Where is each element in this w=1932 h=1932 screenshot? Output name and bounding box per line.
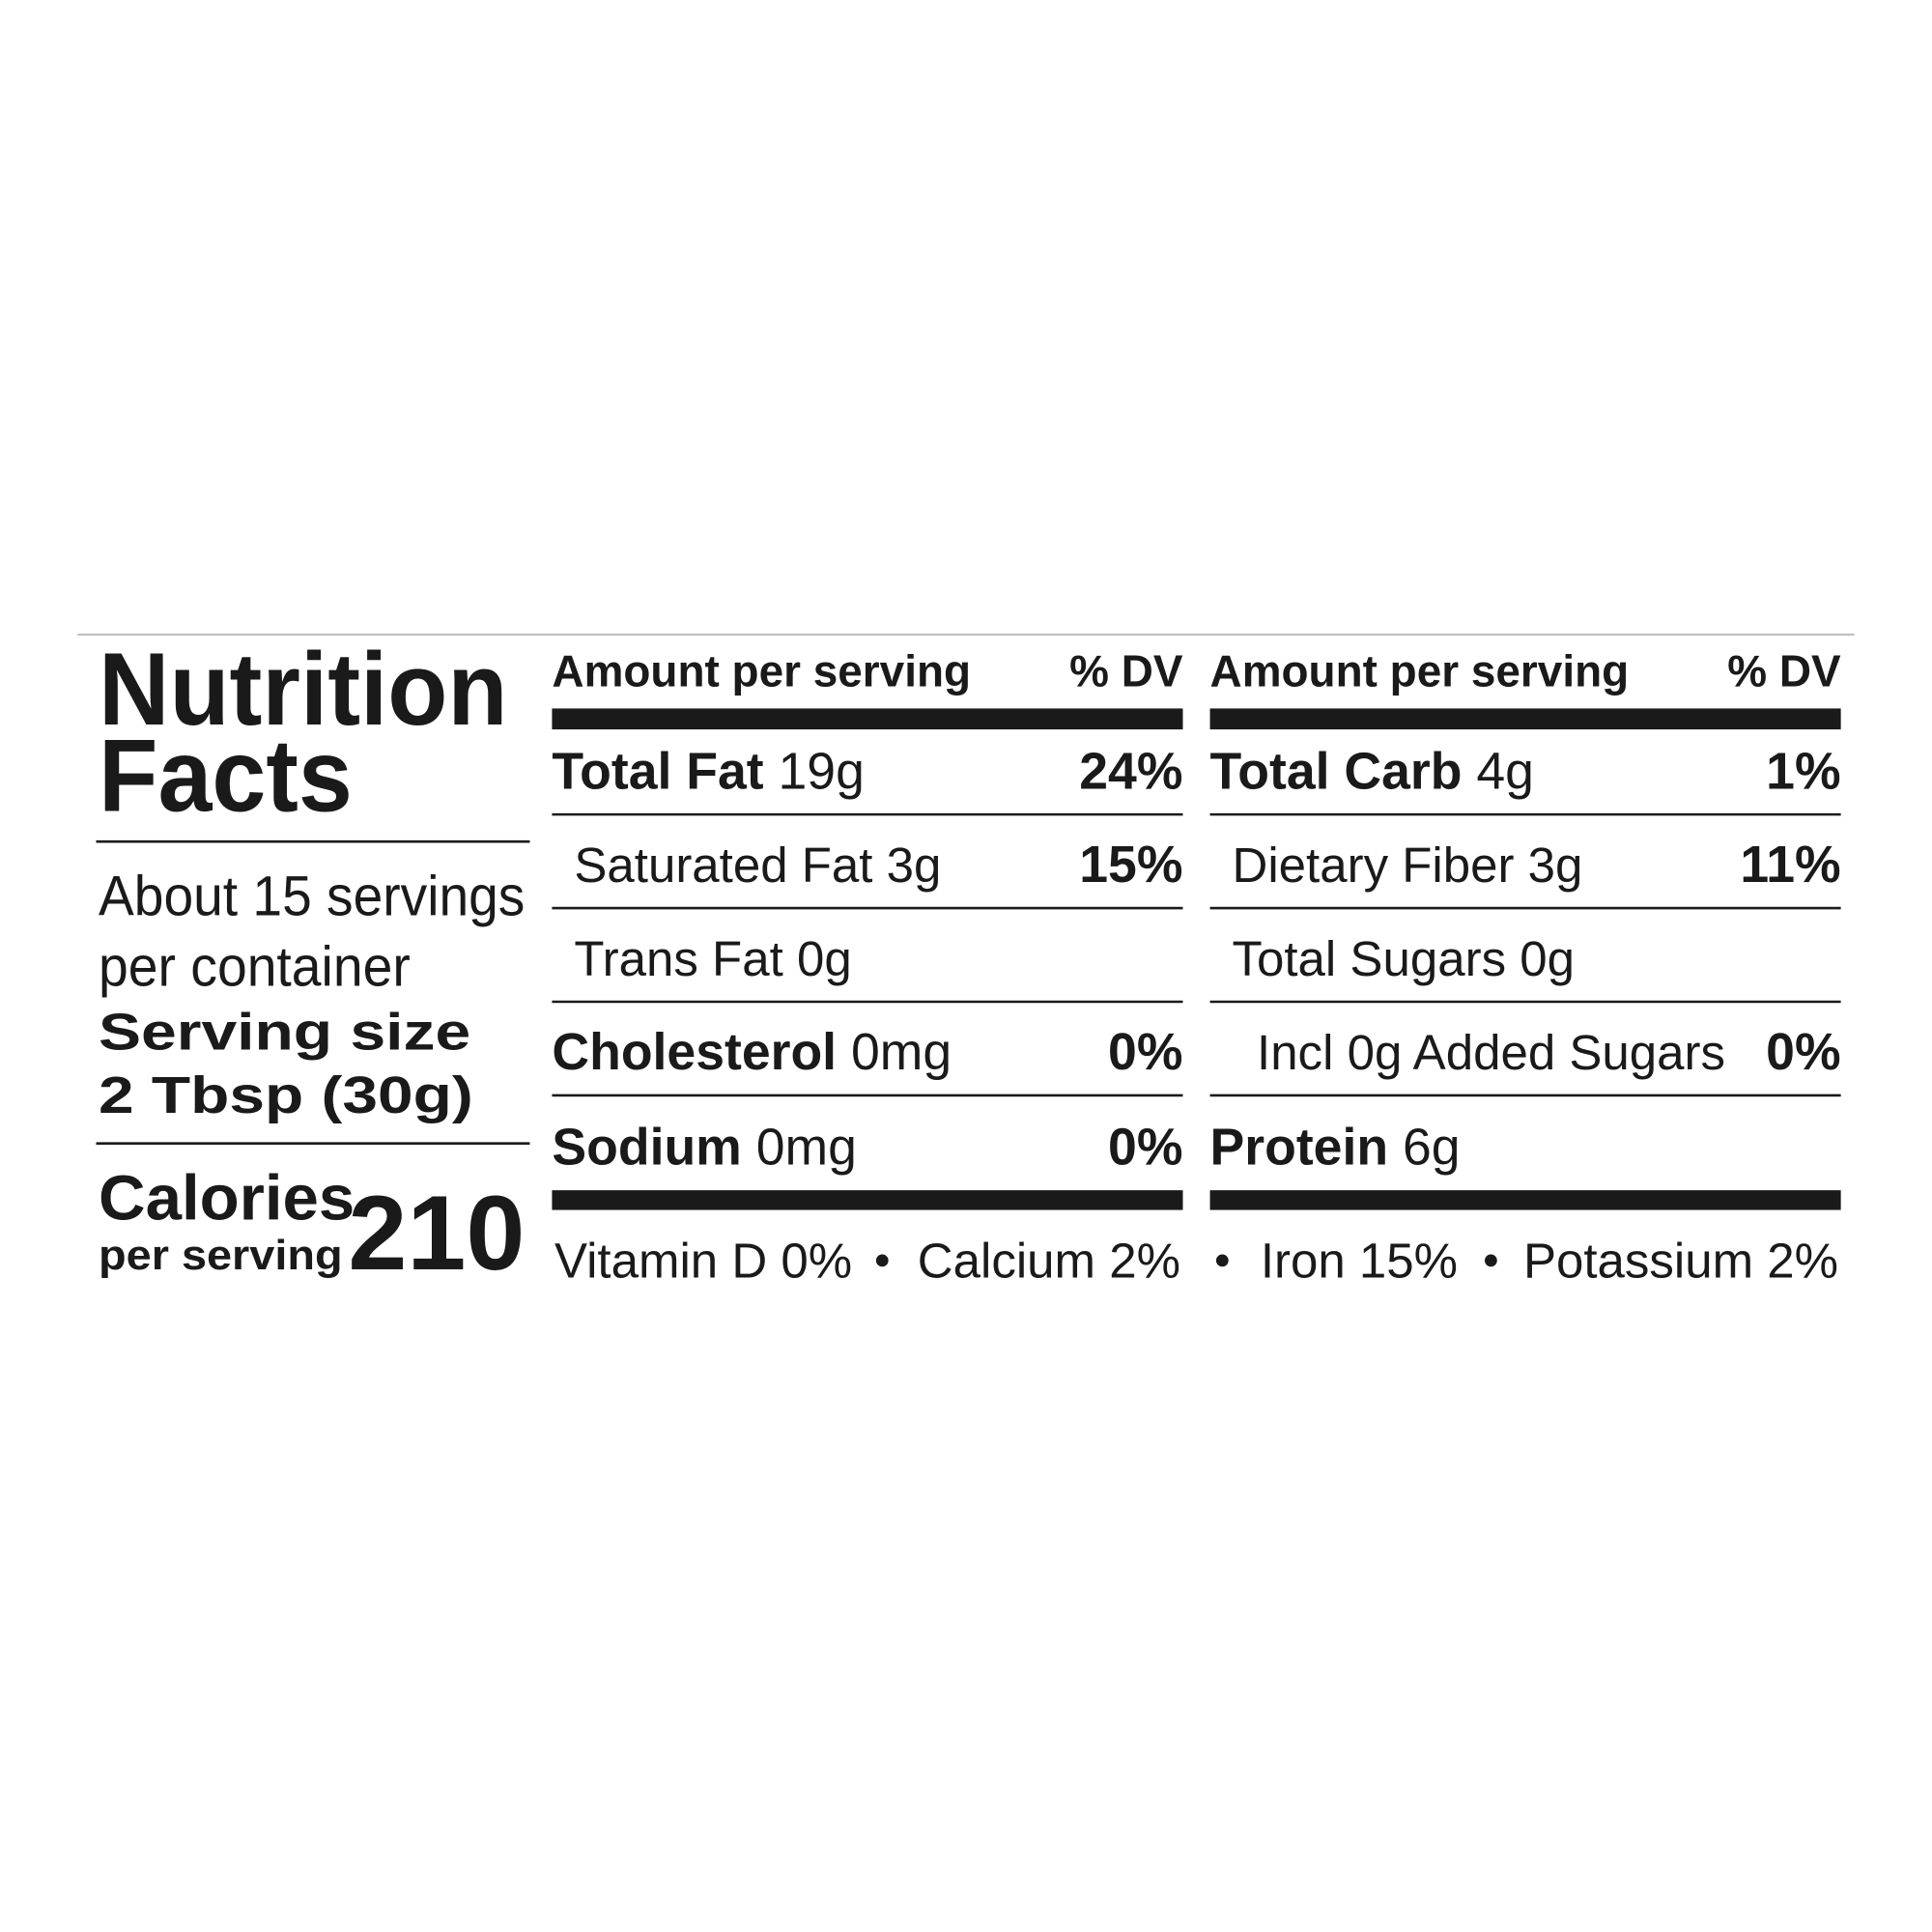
nutrient-amount: 0mg xyxy=(756,1119,857,1176)
nutrient-dv: 11% xyxy=(1740,837,1840,894)
vitamin: Potassium 2% xyxy=(1523,1234,1838,1289)
nutrient-name: Total Carb xyxy=(1210,743,1463,800)
nutrient-row: Total Fat 19g xyxy=(552,743,864,800)
serving-size: 2 Tbsp (30g) xyxy=(99,1067,473,1124)
nutrient-amount: 0g xyxy=(797,931,852,986)
nutrient-columns: Amount per serving % DV Total Fat 19g 24% Sa… xyxy=(552,645,1841,1289)
nutrient-dv: 0% xyxy=(1766,1024,1840,1081)
vitamin: Vitamin D 0% xyxy=(554,1234,852,1289)
nutrient-name: Dietary Fiber xyxy=(1233,838,1515,893)
nutrient-dv: 15% xyxy=(1079,837,1182,894)
thick-bar xyxy=(1209,1190,1841,1210)
calories-label: Calories xyxy=(99,1163,355,1235)
thick-bar xyxy=(552,1190,1183,1210)
header-dv: % DV xyxy=(1727,645,1841,696)
nutrient-row: Sodium 0mg xyxy=(552,1119,856,1176)
nutrient-amount: 3g xyxy=(887,838,942,893)
nutrient-row: Incl 0g Added Sugars xyxy=(1257,1025,1725,1080)
thick-bar xyxy=(1209,708,1841,730)
nutrient-row: Total Sugars 0g xyxy=(1233,931,1576,986)
nutrient-name: Cholesterol xyxy=(552,1024,837,1081)
title-line: Facts xyxy=(99,717,353,833)
nutrient-amount: 0mg xyxy=(851,1024,952,1081)
header-dv: % DV xyxy=(1069,645,1183,696)
nutrient-amount: 4g xyxy=(1476,743,1534,800)
nutrient-dv: 0% xyxy=(1108,1024,1182,1081)
nutrient-row: Dietary Fiber 3g xyxy=(1233,838,1583,893)
calories-sublabel: per serving xyxy=(99,1233,343,1279)
nutrient-amount: 0g xyxy=(1520,931,1575,986)
bullet xyxy=(1215,1254,1229,1267)
serving-size-label: Serving size xyxy=(99,1005,470,1062)
header-amount: Amount per serving xyxy=(552,645,971,696)
nutrient-name: Protein xyxy=(1210,1119,1389,1176)
header-amount: Amount per serving xyxy=(1210,645,1630,696)
nutrient-row: Cholesterol 0mg xyxy=(552,1024,952,1081)
nutrient-row: Trans Fat 0g xyxy=(574,931,851,986)
thick-bar xyxy=(552,708,1183,730)
vitamin: Calcium 2% xyxy=(918,1234,1180,1289)
nutrient-amount: 19g xyxy=(779,743,865,800)
bullet xyxy=(1484,1254,1497,1267)
nutrient-name: Saturated Fat xyxy=(574,838,872,893)
nutrient-row: Saturated Fat 3g xyxy=(574,838,941,893)
bullet xyxy=(875,1254,889,1267)
nutrient-dv: 24% xyxy=(1079,743,1182,800)
nutrient-name: Total Sugars xyxy=(1233,931,1507,986)
nutrient-name: Total Fat xyxy=(552,743,763,800)
servings-text: About 15 servings xyxy=(99,866,525,928)
nutrient-dv: 0% xyxy=(1108,1119,1182,1176)
nutrient-dv: 1% xyxy=(1766,743,1840,800)
nutrient-row: Protein 6g xyxy=(1210,1119,1461,1176)
nutrient-name: Incl 0g Added Sugars xyxy=(1257,1025,1725,1080)
title-line: Nutrition xyxy=(99,631,507,747)
servings-text: per container xyxy=(99,935,411,998)
nutrient-row: Total Carb 4g xyxy=(1210,743,1534,800)
nutrient-name: Trans Fat xyxy=(574,931,782,986)
nutrient-name: Sodium xyxy=(552,1119,741,1176)
nutrient-amount: 3g xyxy=(1528,838,1583,893)
calories-value: 210 xyxy=(348,1175,525,1293)
nutrient-amount: 6g xyxy=(1403,1119,1461,1176)
vitamin: Iron 15% xyxy=(1261,1234,1458,1289)
